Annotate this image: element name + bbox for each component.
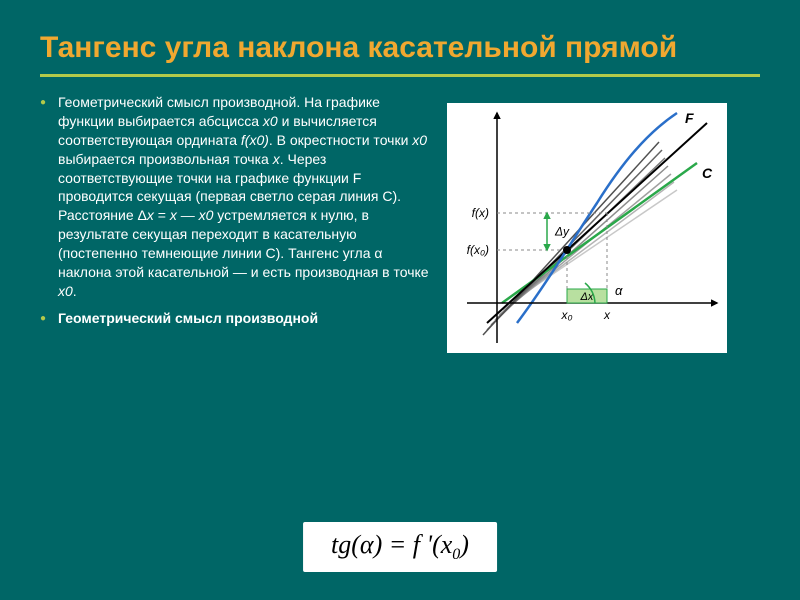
svg-text:f(x): f(x) — [471, 206, 488, 220]
svg-text:Δy: Δy — [554, 225, 570, 239]
slide-title: Тангенс угла наклона касательной прямой — [40, 30, 760, 66]
svg-text:f(x₀): f(x₀) — [466, 243, 488, 257]
formula-box: tg(α) = f '(x0) — [303, 522, 497, 572]
diagram-column: ΔxΔyαx₀xf(x)f(x₀)FC — [447, 93, 760, 580]
formula-text: tg(α) = f '(x0) — [331, 530, 469, 559]
svg-text:C: C — [702, 165, 713, 181]
tangent-diagram: ΔxΔyαx₀xf(x)f(x₀)FC — [447, 103, 727, 353]
svg-text:x: x — [603, 308, 611, 322]
title-rule — [40, 74, 760, 77]
svg-text:α: α — [615, 283, 623, 298]
svg-text:x₀: x₀ — [560, 308, 572, 322]
svg-text:F: F — [685, 110, 694, 126]
bullet-icon — [40, 93, 58, 301]
bullet-item: Геометрический смысл производной — [40, 309, 429, 328]
bullet-text: Геометрический смысл производной. На гра… — [58, 93, 429, 301]
bullet-item: Геометрический смысл производной. На гра… — [40, 93, 429, 301]
text-column: Геометрический смысл производной. На гра… — [40, 93, 429, 580]
bullet-text: Геометрический смысл производной — [58, 309, 429, 328]
bullet-icon — [40, 309, 58, 328]
